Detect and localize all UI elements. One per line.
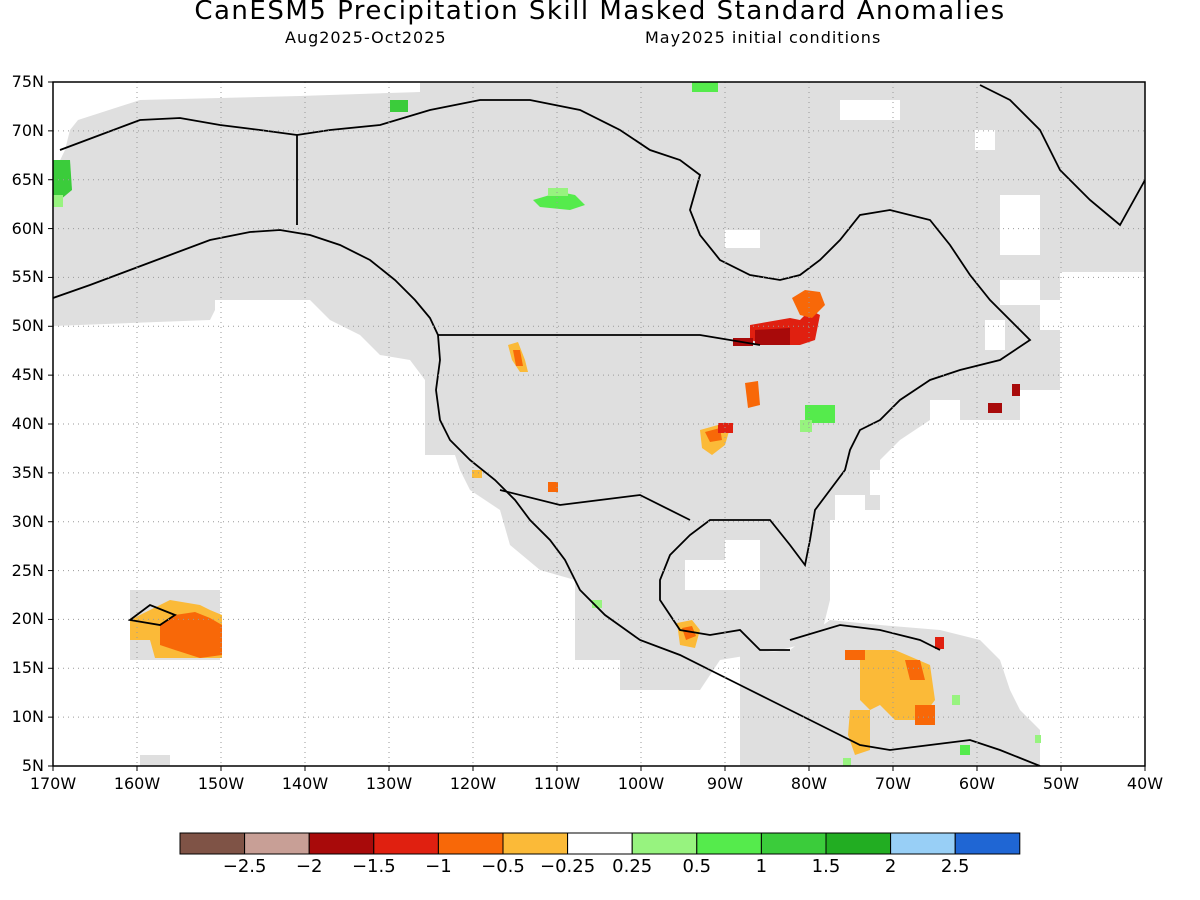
- colorbar-label: 1: [755, 856, 768, 877]
- colorbar-swatch: [502, 832, 569, 855]
- lat-label: 55N: [11, 267, 44, 287]
- colorbar-label: 1.5: [811, 856, 841, 877]
- valid-period: Aug2025-Oct2025: [285, 28, 447, 47]
- lat-label: 60N: [11, 218, 44, 238]
- lat-label: 25N: [11, 560, 44, 580]
- lon-label: 110W: [533, 774, 581, 793]
- colorbar-swatch: [437, 832, 504, 855]
- graticule: [53, 82, 1145, 766]
- colorbar-label: −1.5: [351, 856, 396, 877]
- lon-label: 80W: [790, 774, 828, 793]
- colorbar-swatch: [373, 832, 439, 855]
- axis-ticks: [48, 81, 1146, 771]
- lat-label: 50N: [11, 316, 44, 336]
- lat-label: 70N: [11, 120, 44, 140]
- colorbar: [179, 832, 1021, 855]
- colorbar-label: −2.5: [222, 856, 267, 877]
- colorbar-swatch: [244, 832, 310, 855]
- colorbar-swatch: [890, 832, 956, 855]
- colorbar-swatch: [825, 832, 892, 855]
- lat-label: 45N: [11, 365, 44, 385]
- lon-label: 150W: [197, 774, 245, 793]
- colorbar-label: 0.5: [682, 856, 712, 877]
- lon-label: 160W: [113, 774, 161, 793]
- mask-holes: [685, 100, 1040, 590]
- lon-label: 50W: [1042, 774, 1080, 793]
- colorbar-swatch: [954, 832, 1021, 855]
- lat-label: 35N: [11, 462, 44, 482]
- colorbar-swatch: [760, 832, 827, 855]
- lat-label: 10N: [11, 707, 44, 727]
- colorbar-label: −0.25: [540, 856, 596, 877]
- colorbar-label: 0.25: [612, 856, 653, 877]
- colorbar-swatch: [631, 832, 698, 855]
- map-title: CanESM5 Precipitation Skill Masked Stand…: [194, 0, 1006, 26]
- colorbar-label: −0.5: [481, 856, 525, 877]
- lon-label: 40W: [1126, 774, 1164, 793]
- lon-label: 60W: [958, 774, 996, 793]
- lon-label: 100W: [617, 774, 665, 793]
- lat-label: 65N: [11, 169, 44, 189]
- lat-label: 30N: [11, 511, 44, 531]
- lon-label: 140W: [281, 774, 329, 793]
- colorbar-swatch: [696, 832, 762, 855]
- coastlines: [53, 84, 1145, 766]
- lat-label: 15N: [11, 658, 44, 678]
- initial-conditions: May2025 initial conditions: [645, 28, 882, 47]
- lon-label: 170W: [29, 774, 77, 793]
- anomaly-patches: [53, 82, 1041, 766]
- lon-label: 120W: [449, 774, 497, 793]
- colorbar-swatch: [567, 832, 633, 855]
- lon-label: 70W: [874, 774, 912, 793]
- colorbar-label: 2: [884, 856, 897, 877]
- lon-label: 130W: [365, 774, 413, 793]
- colorbar-swatch: [308, 832, 375, 855]
- colorbar-label: −2: [295, 856, 323, 877]
- lat-label: 75N: [11, 72, 44, 91]
- lat-label: 5N: [21, 756, 44, 775]
- lon-label: 90W: [706, 774, 744, 793]
- lat-label: 40N: [11, 414, 44, 433]
- colorbar-label: 2.5: [940, 856, 970, 877]
- lat-label: 20N: [11, 609, 44, 629]
- colorbar-swatch: [179, 832, 246, 855]
- colorbar-label: −1: [425, 856, 452, 877]
